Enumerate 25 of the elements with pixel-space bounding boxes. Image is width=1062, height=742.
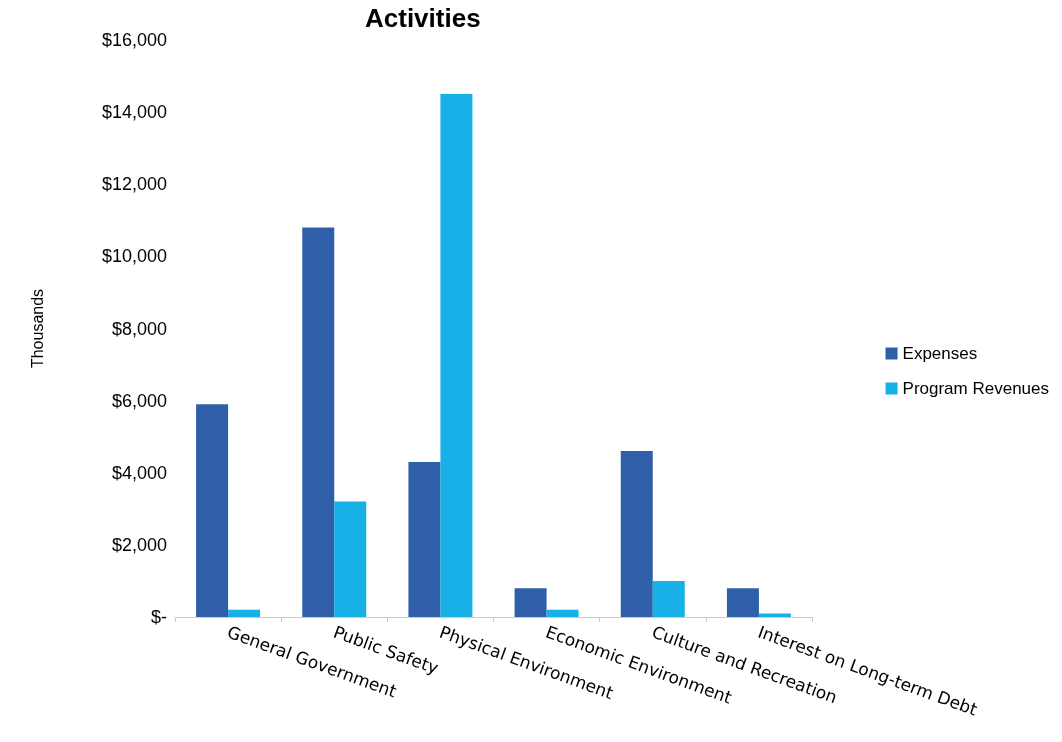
chart-title: Activities — [365, 3, 481, 33]
bar — [408, 461, 441, 617]
y-tick-label: $- — [150, 607, 167, 627]
bar — [726, 588, 759, 617]
bar — [652, 580, 685, 617]
bar — [620, 451, 653, 617]
y-tick-label: $4,000 — [111, 462, 167, 483]
bar — [546, 609, 579, 617]
bar — [440, 94, 473, 617]
bar — [196, 404, 229, 617]
legend-label: Program Revenues — [902, 379, 1050, 398]
y-tick-label: $6,000 — [111, 390, 167, 411]
y-tick-label: $16,000 — [101, 30, 167, 50]
bar — [758, 613, 791, 617]
bar — [334, 501, 367, 617]
y-tick-label: $14,000 — [101, 102, 167, 123]
bar — [302, 227, 335, 617]
bar — [228, 609, 261, 617]
y-axis-title: Thousands — [28, 288, 46, 369]
legend-label: Expenses — [902, 344, 978, 363]
y-tick-label: $2,000 — [111, 534, 167, 555]
bar — [514, 588, 547, 617]
y-tick-label: $8,000 — [111, 318, 167, 339]
y-tick-label: $12,000 — [101, 174, 167, 195]
y-tick-label: $10,000 — [101, 246, 167, 267]
